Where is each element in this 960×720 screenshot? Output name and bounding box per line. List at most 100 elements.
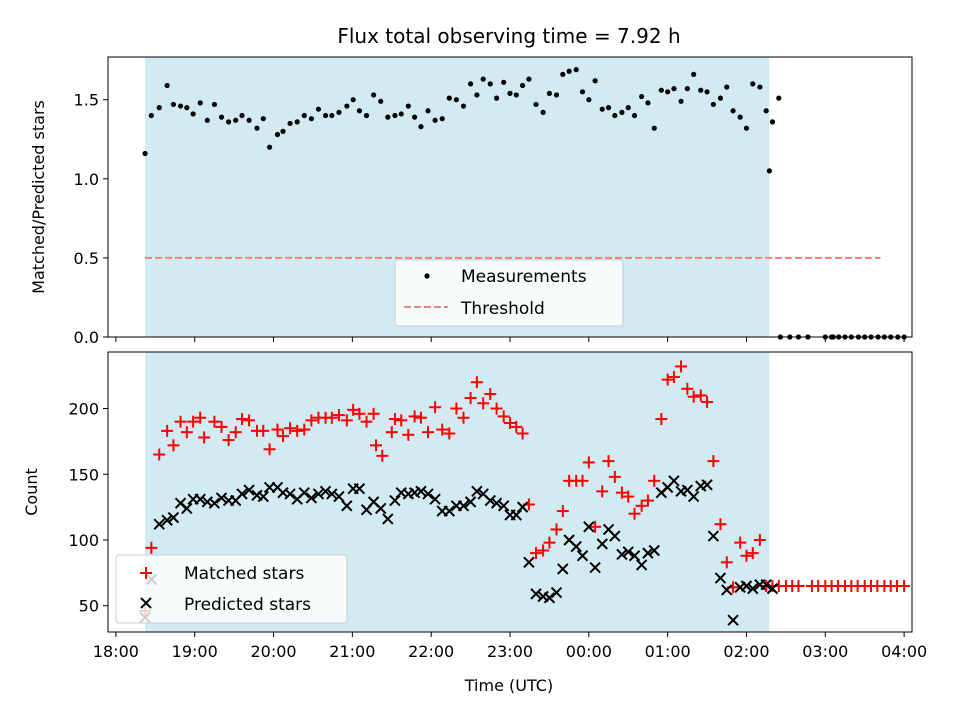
data-point-measurement — [266, 144, 273, 150]
data-point-measurement — [392, 112, 398, 119]
data-point-matched — [734, 536, 747, 549]
data-point-predicted — [382, 513, 394, 525]
data-point-predicted — [429, 493, 441, 505]
data-point-matched — [746, 547, 759, 560]
data-point-predicted — [701, 479, 713, 491]
data-point-matched — [222, 434, 235, 447]
top-y-axis-label: Matched/Predicted stars — [29, 100, 48, 294]
data-point-matched — [215, 420, 228, 433]
data-point-predicted — [727, 614, 739, 626]
data-point-matched — [376, 449, 389, 462]
data-point-predicted — [208, 497, 221, 509]
data-point-matched — [589, 520, 602, 533]
data-point-measurement — [308, 116, 314, 122]
data-point-measurement — [619, 109, 625, 115]
data-point-predicted — [341, 500, 353, 512]
x-tick-label: 23:00 — [487, 642, 533, 661]
data-point-measurement — [540, 109, 546, 115]
data-point-matched — [208, 415, 221, 428]
data-point-measurement — [553, 92, 560, 98]
data-point-matched — [457, 411, 470, 424]
data-point-measurement — [480, 76, 486, 82]
data-point-predicted — [284, 488, 296, 500]
data-point-measurement — [658, 87, 664, 93]
data-point-predicted — [766, 582, 779, 595]
data-point-predicted — [415, 485, 427, 498]
data-point-measurement — [579, 89, 586, 95]
data-point-measurement — [385, 114, 391, 120]
data-point-measurement — [412, 114, 418, 120]
data-point-measurement — [418, 124, 424, 130]
data-point-measurement — [494, 95, 500, 101]
data-point-matched — [714, 518, 727, 531]
data-point-predicted — [443, 505, 456, 517]
data-point-measurement — [363, 112, 370, 119]
data-point-measurement — [336, 109, 342, 115]
data-point-matched — [681, 382, 694, 395]
data-point-measurement — [356, 108, 363, 114]
data-point-predicted — [215, 492, 228, 504]
x-tick-label: 03:00 — [802, 642, 848, 661]
data-point-predicted — [543, 592, 556, 604]
x-tick-label: 01:00 — [645, 642, 691, 661]
data-point-measurement — [704, 89, 710, 95]
data-point-matched — [661, 373, 674, 386]
data-point-matched — [187, 415, 200, 428]
data-point-matched — [422, 426, 435, 439]
data-point-measurement — [177, 103, 184, 109]
data-point-matched — [395, 414, 408, 427]
data-point-measurement — [546, 90, 553, 96]
data-point-measurement — [763, 108, 769, 114]
data-point-matched — [276, 430, 289, 443]
data-point-predicted — [305, 492, 318, 504]
y-tick-label: 0.5 — [74, 249, 99, 268]
data-point-measurement — [142, 150, 148, 157]
data-point-predicted — [497, 500, 510, 512]
data-point-predicted — [389, 494, 401, 507]
x-tick-label: 04:00 — [881, 642, 927, 661]
data-point-measurement — [467, 81, 474, 87]
data-point-matched — [360, 415, 373, 428]
data-point-predicted — [161, 514, 173, 526]
data-point-matched — [504, 416, 516, 429]
data-point-measurement — [148, 112, 154, 119]
y-tick-label: 200 — [68, 400, 99, 419]
x-tick-label: 21:00 — [329, 642, 375, 661]
data-point-measurement — [737, 114, 743, 120]
data-point-measurement — [239, 112, 245, 119]
legend-matched-marker — [140, 567, 152, 579]
data-point-measurement — [520, 82, 526, 89]
data-point-matched — [325, 411, 338, 424]
data-point-predicted — [510, 509, 523, 521]
y-tick-label: 150 — [68, 465, 99, 484]
data-point-measurement — [684, 86, 690, 92]
data-point-measurement — [592, 78, 598, 84]
data-point-measurement — [651, 125, 657, 131]
data-point-matched — [464, 392, 477, 405]
data-point-predicted — [721, 584, 733, 596]
data-point-measurement — [315, 106, 322, 112]
data-point-measurement — [432, 117, 438, 123]
data-point-predicted — [635, 559, 648, 571]
data-point-predicted — [530, 588, 542, 600]
data-point-matched — [792, 579, 805, 592]
legend-threshold-label: Threshold — [460, 299, 545, 319]
data-point-measurement — [274, 131, 281, 138]
x-tick-label: 19:00 — [172, 642, 218, 661]
data-point-matched — [284, 422, 297, 435]
data-point-matched — [484, 388, 497, 401]
y-tick-label: 100 — [68, 531, 99, 550]
data-point-matched — [291, 424, 304, 437]
data-point-measurement — [218, 114, 225, 120]
y-tick-label: 1.5 — [74, 91, 99, 110]
data-point-matched — [263, 443, 276, 456]
data-point-predicted — [236, 488, 248, 500]
top-legend-box — [394, 259, 624, 327]
data-point-predicted — [648, 544, 660, 557]
bottom-y-axis-label: Count — [22, 468, 41, 516]
data-point-measurement — [691, 71, 697, 78]
data-point-measurement — [460, 103, 467, 109]
data-point-matched — [497, 410, 510, 423]
data-point-measurement — [625, 105, 631, 111]
data-point-measurement — [398, 111, 404, 117]
